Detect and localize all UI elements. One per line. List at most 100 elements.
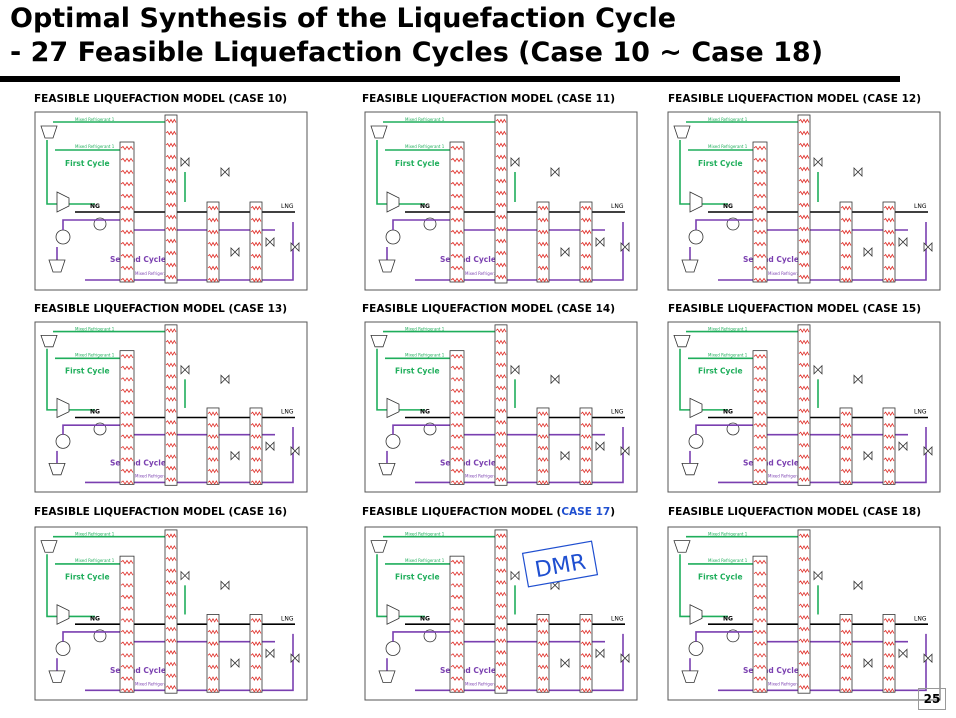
- heat-zigzag: [207, 217, 219, 223]
- heat-zigzag: [580, 217, 592, 223]
- heat-zigzag: [450, 265, 464, 271]
- heat-zigzag: [250, 629, 262, 635]
- heat-zigzag: [120, 411, 134, 416]
- diagram-label: LNG: [281, 615, 294, 622]
- heat-zigzag: [495, 673, 507, 679]
- heat-zigzag: [120, 618, 134, 623]
- heat-zigzag: [883, 641, 895, 646]
- heat-zigzag: [798, 685, 810, 690]
- cycle-diagram: Mixed Refrigerant 1 Mixed Refrigerant 1 Fi…: [667, 526, 941, 701]
- heat-zigzag: [207, 468, 219, 474]
- heat-zigzag: [165, 615, 177, 620]
- heat-zigzag: [753, 265, 767, 271]
- heat-exchanger: [119, 350, 135, 485]
- heat-zigzag: [450, 434, 464, 439]
- heat-zigzag: [798, 328, 810, 333]
- heat-zigzag: [753, 157, 767, 163]
- caption-case: CASE 10: [233, 93, 282, 105]
- heat-zigzag: [537, 205, 549, 211]
- heat-zigzag: [120, 653, 134, 658]
- panel-caption: FEASIBLE LIQUEFACTION MODEL (CASE 14): [362, 303, 615, 315]
- heat-zigzag: [537, 457, 549, 462]
- heat-zigzag: [450, 388, 464, 393]
- heat-zigzag: [207, 411, 219, 417]
- valve: [560, 247, 570, 257]
- heat-zigzag: [450, 664, 464, 670]
- heat-zigzag: [798, 397, 810, 402]
- valve: [595, 648, 605, 659]
- heat-zigzag: [753, 676, 767, 681]
- compressor: [48, 462, 66, 476]
- heat-zigzag: [537, 253, 549, 259]
- heat-zigzag: [207, 641, 219, 646]
- refrigerant-line: [718, 222, 927, 281]
- panel-caption: FEASIBLE LIQUEFACTION MODEL (CASE 17): [362, 506, 615, 518]
- heat-zigzag: [207, 664, 219, 670]
- heat-zigzag: [537, 652, 549, 658]
- heat-zigzag: [165, 202, 177, 208]
- heat-zigzag: [495, 626, 507, 632]
- panel-caption: FEASIBLE LIQUEFACTION MODEL (CASE 11): [362, 93, 615, 105]
- heat-zigzag: [165, 638, 177, 644]
- heat-zigzag: [537, 411, 549, 417]
- cycle-diagram: Mixed Refrigerant 1 Mixed Refrigerant 1 Fi…: [667, 111, 941, 291]
- valve: [290, 242, 300, 252]
- heat-exchanger: [449, 555, 465, 693]
- heat-zigzag: [840, 265, 852, 271]
- valve: [180, 570, 190, 581]
- heat-zigzag: [495, 142, 507, 148]
- heat-zigzag: [580, 480, 592, 485]
- heat-zigzag: [753, 594, 767, 600]
- diagram-label: First Cycle: [395, 572, 440, 581]
- heat-zigzag: [495, 226, 507, 232]
- heat-zigzag: [840, 205, 852, 211]
- heat-zigzag: [165, 142, 177, 148]
- heat-zigzag: [495, 603, 507, 609]
- cooler: [423, 422, 437, 436]
- heat-zigzag: [120, 205, 134, 211]
- heat-zigzag: [495, 118, 507, 124]
- heat-zigzag: [450, 676, 464, 681]
- heat-zigzag: [798, 274, 810, 280]
- refrigerant-line: [376, 140, 425, 205]
- compressor: [48, 670, 66, 683]
- compressor: [689, 604, 703, 625]
- heat-zigzag: [495, 661, 507, 667]
- refrigerant-line: [85, 427, 294, 484]
- heat-zigzag: [537, 229, 549, 235]
- heat-zigzag: [580, 241, 592, 247]
- cycle-diagram: Mixed Refrigerant 1 Mixed Refrigerant 1 Fi…: [34, 111, 308, 291]
- heat-zigzag: [753, 253, 767, 259]
- heat-zigzag: [798, 556, 810, 562]
- heat-zigzag: [207, 687, 219, 693]
- heat-zigzag: [450, 480, 464, 485]
- heat-zigzag: [450, 253, 464, 259]
- heat-zigzag: [495, 339, 507, 345]
- diagram-label: Mixed Refrigerant 1: [75, 532, 115, 537]
- heat-zigzag: [450, 583, 464, 588]
- cooler: [423, 629, 437, 643]
- cooler: [93, 422, 107, 436]
- caption-text: FEASIBLE LIQUEFACTION MODEL (: [362, 303, 561, 315]
- heat-exchanger: [494, 114, 508, 284]
- heat-zigzag: [798, 465, 810, 471]
- heat-zigzag: [537, 641, 549, 646]
- refrigerant-line: [392, 631, 450, 642]
- heat-zigzag: [495, 638, 507, 644]
- cooler: [93, 217, 107, 231]
- heat-exchanger: [797, 529, 811, 694]
- heat-zigzag: [753, 400, 767, 405]
- caption-text: ): [916, 93, 921, 105]
- diagram-label: LNG: [914, 615, 927, 622]
- diagram-label: Mixed Refrigerant 2: [135, 681, 175, 686]
- valve: [550, 374, 560, 385]
- heat-zigzag: [250, 229, 262, 235]
- diagram-label: NG: [90, 615, 100, 622]
- caption-text: FEASIBLE LIQUEFACTION MODEL (: [668, 93, 867, 105]
- caption-text: FEASIBLE LIQUEFACTION MODEL (: [362, 93, 561, 105]
- diagram-label: First Cycle: [698, 367, 743, 376]
- heat-zigzag: [120, 664, 134, 670]
- caption-case: CASE 18: [867, 506, 916, 518]
- diagram-label: First Cycle: [698, 159, 743, 168]
